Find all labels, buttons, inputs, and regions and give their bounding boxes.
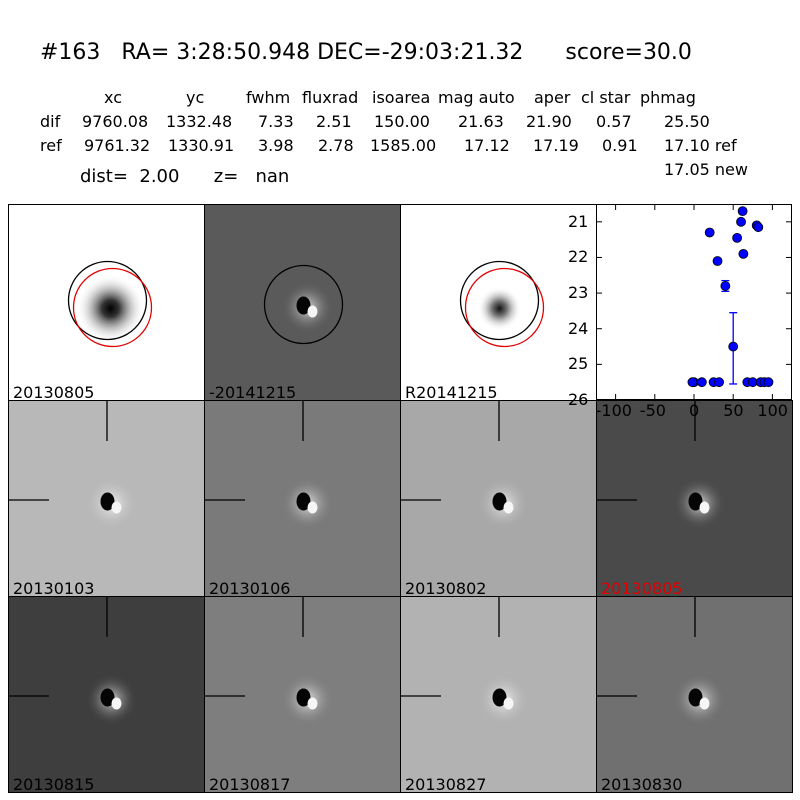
- panel-date-label: 20130815: [13, 775, 95, 793]
- column-header: xc: [104, 88, 122, 107]
- cutout-panel: 20130815: [8, 596, 205, 793]
- panel-date-label: R20141215: [405, 383, 498, 401]
- y-tick-label: 22: [568, 247, 589, 267]
- data-point: [704, 227, 715, 238]
- data-point: [687, 377, 698, 388]
- top-panel: -20141215: [204, 204, 401, 401]
- cutout-image: [205, 401, 334, 530]
- cutout-image: [9, 597, 138, 726]
- light-curve-plot: 21 22 23 24 25 26 -100 -50 0 50 100: [568, 204, 792, 420]
- data-point: [720, 281, 731, 291]
- x-tick-label: 50: [723, 401, 744, 420]
- y-tick-label: 26: [568, 390, 589, 409]
- column-header: phmag: [640, 88, 696, 107]
- data-point: [763, 377, 774, 388]
- dif-cell: 2.51: [316, 112, 352, 131]
- data-point: [736, 216, 746, 227]
- panel-date-label: 20130830: [601, 775, 683, 793]
- y-tick-label: 25: [568, 354, 589, 374]
- cutout-image: [67, 260, 153, 348]
- cutout-panel: 20130802: [400, 400, 597, 597]
- panel-date-label: -20141215: [209, 383, 297, 401]
- column-header: mag auto: [438, 88, 515, 107]
- x-tick-label: 100: [757, 401, 788, 420]
- x-tick-label: 0: [689, 401, 700, 420]
- ref-cell: 17.10 ref: [664, 136, 737, 155]
- dif-cell: 21.90: [526, 112, 572, 131]
- ref-cell: 17.12: [464, 136, 510, 155]
- dif-cell: 1332.48: [166, 112, 233, 131]
- cutout-image: [459, 260, 545, 348]
- data-point: [696, 377, 707, 388]
- data-point: [753, 222, 764, 233]
- column-header: aper: [534, 88, 571, 107]
- x-tick-label: -50: [639, 401, 666, 420]
- y-tick-label: 24: [568, 318, 589, 338]
- cutout-panel: 20130817: [204, 596, 401, 793]
- data-point: [728, 341, 739, 352]
- ref-cell: 3.98: [258, 136, 294, 155]
- cutout-image: [597, 597, 726, 726]
- dif-cell: 150.00: [374, 112, 430, 131]
- top-panel: 20130805: [8, 204, 205, 401]
- column-header: isoarea: [372, 88, 431, 107]
- dif-row-label: dif: [40, 112, 61, 131]
- x-tick-label: -100: [595, 401, 632, 420]
- dif-cell: 21.63: [458, 112, 504, 131]
- cutout-panel: 20130805: [596, 400, 793, 597]
- cutout-panel: 20130830: [596, 596, 793, 793]
- panel-date-label: 20130802: [405, 579, 487, 597]
- dif-cell: 7.33: [258, 112, 294, 131]
- panel-date-label: 20130103: [13, 579, 95, 597]
- light-curve-svg: [596, 204, 792, 401]
- ref-cell: 0.91: [602, 136, 638, 155]
- panel-date-label: 20130827: [405, 775, 487, 793]
- column-header: fwhm: [246, 88, 291, 107]
- ref-cell: 9761.32: [84, 136, 151, 155]
- data-point: [712, 256, 723, 266]
- dif-cell: 25.50: [664, 112, 710, 131]
- column-header: yc: [186, 88, 205, 107]
- top-panel: R20141215: [400, 204, 597, 401]
- cutout-image: [9, 401, 138, 530]
- cutout-image: [401, 597, 530, 726]
- data-point: [732, 232, 743, 243]
- panel-date-label: 20130805: [13, 383, 95, 401]
- dist-z-line: dist= 2.00 z= nan: [80, 166, 290, 187]
- panel-date-label: 20130817: [209, 775, 291, 793]
- data-point: [738, 248, 749, 259]
- cutout-image: [401, 401, 530, 530]
- y-tick-label: 23: [568, 283, 589, 303]
- cutout-image: [263, 264, 344, 345]
- cutout-image: [205, 597, 334, 726]
- dif-cell: 9760.08: [82, 112, 149, 131]
- cutout-panel: 20130827: [400, 596, 597, 793]
- ref-cell: 2.78: [318, 136, 354, 155]
- panel-date-label: 20130106: [209, 579, 291, 597]
- cutout-image: [597, 401, 726, 530]
- data-point: [714, 377, 724, 388]
- data-point: [737, 206, 748, 217]
- cutout-panel: 20130106: [204, 400, 401, 597]
- new-mag: 17.05 new: [664, 160, 748, 179]
- ref-cell: 1585.00: [370, 136, 437, 155]
- ref-row-label: ref: [40, 136, 62, 155]
- y-tick-label: 21: [568, 211, 589, 231]
- panel-date-label: 20130805: [601, 579, 683, 597]
- page-title: #163 RA= 3:28:50.948 DEC=-29:03:21.32 sc…: [40, 40, 692, 65]
- column-header: fluxrad: [302, 88, 359, 107]
- ref-cell: 17.19: [533, 136, 579, 155]
- column-header: cl star: [581, 88, 631, 107]
- dif-cell: 0.57: [596, 112, 632, 131]
- ref-cell: 1330.91: [168, 136, 235, 155]
- cutout-panel: 20130103: [8, 400, 205, 597]
